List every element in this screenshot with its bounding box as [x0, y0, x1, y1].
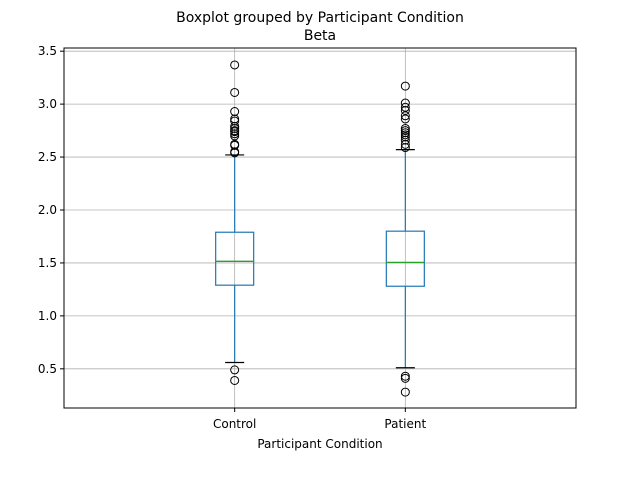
outlier-point	[400, 139, 410, 149]
x-tick-label: Patient	[384, 417, 426, 431]
outlier-point	[400, 126, 410, 136]
y-tick-label: 3.5	[38, 44, 57, 58]
outlier-point	[400, 102, 410, 112]
outlier-point	[400, 130, 410, 140]
outlier-point	[400, 143, 410, 153]
grid-lines	[64, 48, 576, 408]
outlier-point	[230, 87, 240, 97]
x-tick-label: Control	[213, 417, 256, 431]
y-tick-label: 3.0	[38, 97, 57, 111]
outlier-point	[230, 123, 240, 133]
x-axis: Control Patient	[213, 408, 427, 431]
x-axis-label: Participant Condition	[257, 437, 382, 451]
outlier-point	[230, 365, 240, 375]
outlier-point	[400, 387, 410, 397]
outlier-point	[230, 116, 240, 126]
outlier-point	[400, 373, 410, 383]
outlier-point	[230, 60, 240, 70]
outlier-point	[230, 126, 240, 136]
outlier-point	[400, 123, 410, 133]
chart-title: Boxplot grouped by Participant Condition	[176, 10, 464, 26]
outlier-point	[400, 135, 410, 145]
outlier-point	[230, 147, 240, 157]
box-iqr	[385, 230, 425, 287]
outlier-point	[400, 128, 410, 138]
outlier-point	[230, 131, 240, 141]
outlier-point	[400, 81, 410, 91]
outlier-point	[230, 121, 240, 131]
outlier-point	[230, 129, 240, 139]
plot-frame	[63, 47, 577, 409]
y-tick-label: 0.5	[38, 362, 57, 376]
outlier-point	[230, 375, 240, 385]
outlier-point	[230, 107, 240, 117]
outlier-point	[400, 105, 410, 115]
outlier-point	[400, 98, 410, 108]
y-axis: 0.5 1.0 1.5 2.0 2.5 3.0 3.5	[38, 44, 64, 376]
chart-subtitle: Beta	[304, 28, 336, 44]
y-tick-label: 2.5	[38, 150, 57, 164]
y-tick-label: 1.0	[38, 309, 57, 323]
outlier-point	[400, 371, 410, 381]
boxes-layer	[215, 60, 425, 397]
y-tick-label: 1.5	[38, 256, 57, 270]
box-iqr	[215, 231, 255, 286]
outlier-point	[230, 114, 240, 124]
y-tick-label: 2.0	[38, 203, 57, 217]
